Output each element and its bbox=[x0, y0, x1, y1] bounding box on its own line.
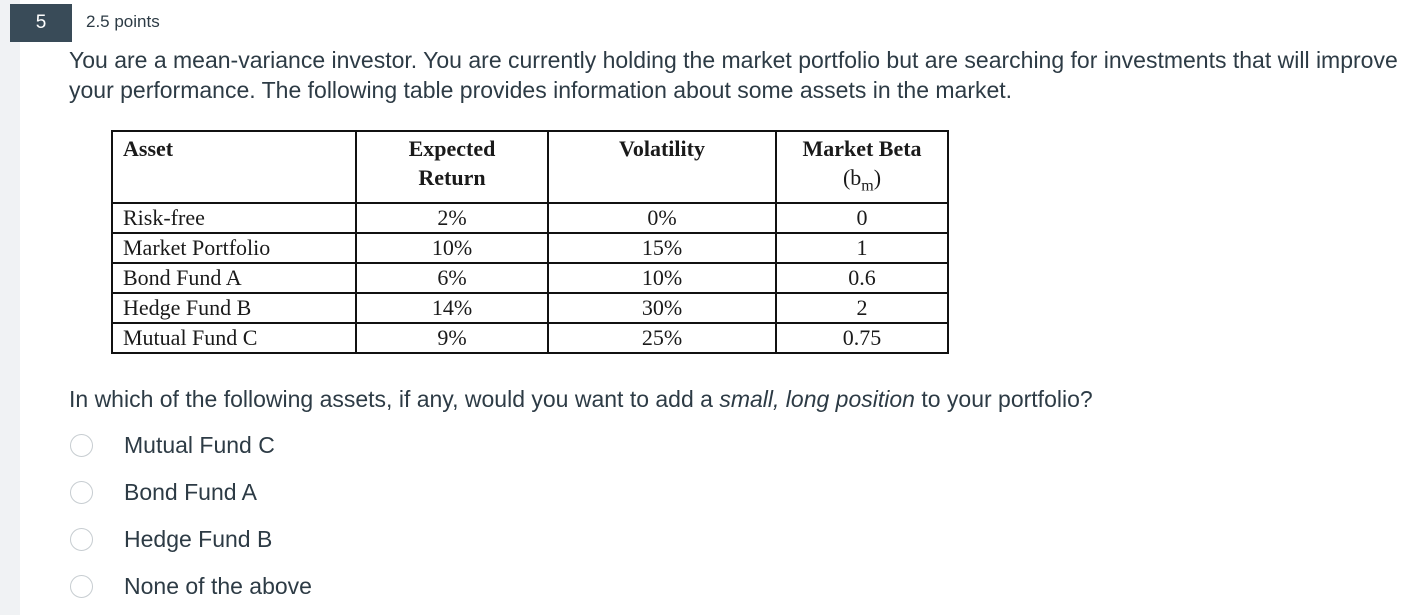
cell-expected-return: 6% bbox=[355, 262, 549, 295]
table-row: Hedge Fund B 14% 30% 2 bbox=[111, 292, 949, 325]
cell-asset: Hedge Fund B bbox=[111, 292, 357, 325]
table-header-row: Asset Expected Return Volatility Market … bbox=[111, 129, 949, 205]
option-mutual-fund-c[interactable]: Mutual Fund C bbox=[70, 422, 312, 469]
prompt-emphasis: small, long position bbox=[719, 386, 915, 412]
radio-button[interactable] bbox=[70, 434, 93, 457]
cell-beta: 2 bbox=[775, 292, 949, 325]
radio-button[interactable] bbox=[70, 528, 93, 551]
header-market-beta: Market Beta (bm) bbox=[775, 129, 949, 205]
cell-volatility: 30% bbox=[547, 292, 777, 325]
header-market-beta-line1: Market Beta bbox=[802, 136, 922, 161]
option-bond-fund-a[interactable]: Bond Fund A bbox=[70, 469, 312, 516]
question-points: 2.5 points bbox=[86, 12, 160, 31]
cell-beta: 0.75 bbox=[775, 322, 949, 355]
prompt-before: In which of the following assets, if any… bbox=[69, 386, 720, 412]
table-row: Bond Fund A 6% 10% 0.6 bbox=[111, 262, 949, 295]
option-label: None of the above bbox=[124, 573, 312, 599]
cell-expected-return: 10% bbox=[355, 232, 549, 265]
cell-beta: 1 bbox=[775, 232, 949, 265]
header-expected-return: Expected Return bbox=[355, 129, 549, 205]
cell-asset: Risk-free bbox=[111, 202, 357, 235]
header-beta-symbol: (bm) bbox=[842, 165, 882, 194]
question-text: You are a mean-variance investor. You ar… bbox=[69, 47, 1398, 103]
radio-button[interactable] bbox=[70, 575, 93, 598]
header-expected-return-line2: Return bbox=[418, 165, 486, 190]
header-asset: Asset bbox=[111, 129, 357, 205]
cell-beta: 0.6 bbox=[775, 262, 949, 295]
cell-asset: Mutual Fund C bbox=[111, 322, 357, 355]
cell-expected-return: 9% bbox=[355, 322, 549, 355]
question-number: 5 bbox=[10, 4, 72, 42]
table-row: Risk-free 2% 0% 0 bbox=[111, 202, 949, 235]
cell-expected-return: 14% bbox=[355, 292, 549, 325]
header-volatility: Volatility bbox=[547, 129, 777, 205]
option-label: Bond Fund A bbox=[124, 479, 257, 505]
table-row: Market Portfolio 10% 15% 1 bbox=[111, 232, 949, 265]
cell-volatility: 15% bbox=[547, 232, 777, 265]
table-row: Mutual Fund C 9% 25% 0.75 bbox=[111, 322, 949, 355]
cell-volatility: 10% bbox=[547, 262, 777, 295]
beta-symbol-sub: m bbox=[861, 177, 874, 195]
cell-volatility: 25% bbox=[547, 322, 777, 355]
option-label: Hedge Fund B bbox=[124, 526, 273, 552]
header-expected-return-line1: Expected bbox=[408, 136, 496, 161]
option-hedge-fund-b[interactable]: Hedge Fund B bbox=[70, 516, 312, 563]
beta-symbol-close: ) bbox=[873, 165, 882, 190]
prompt-after: to your portfolio? bbox=[914, 386, 1093, 412]
radio-button[interactable] bbox=[70, 481, 93, 504]
cell-expected-return: 2% bbox=[355, 202, 549, 235]
option-none-of-the-above[interactable]: None of the above bbox=[70, 563, 312, 610]
cell-asset: Market Portfolio bbox=[111, 232, 357, 265]
left-rail bbox=[0, 0, 20, 615]
cell-beta: 0 bbox=[775, 202, 949, 235]
option-label: Mutual Fund C bbox=[124, 432, 275, 458]
asset-table: Asset Expected Return Volatility Market … bbox=[111, 129, 949, 355]
cell-volatility: 0% bbox=[547, 202, 777, 235]
beta-symbol-open: (b bbox=[842, 165, 862, 190]
answer-options: Mutual Fund C Bond Fund A Hedge Fund B N… bbox=[70, 422, 312, 610]
cell-asset: Bond Fund A bbox=[111, 262, 357, 295]
question-prompt: In which of the following assets, if any… bbox=[69, 384, 1093, 414]
